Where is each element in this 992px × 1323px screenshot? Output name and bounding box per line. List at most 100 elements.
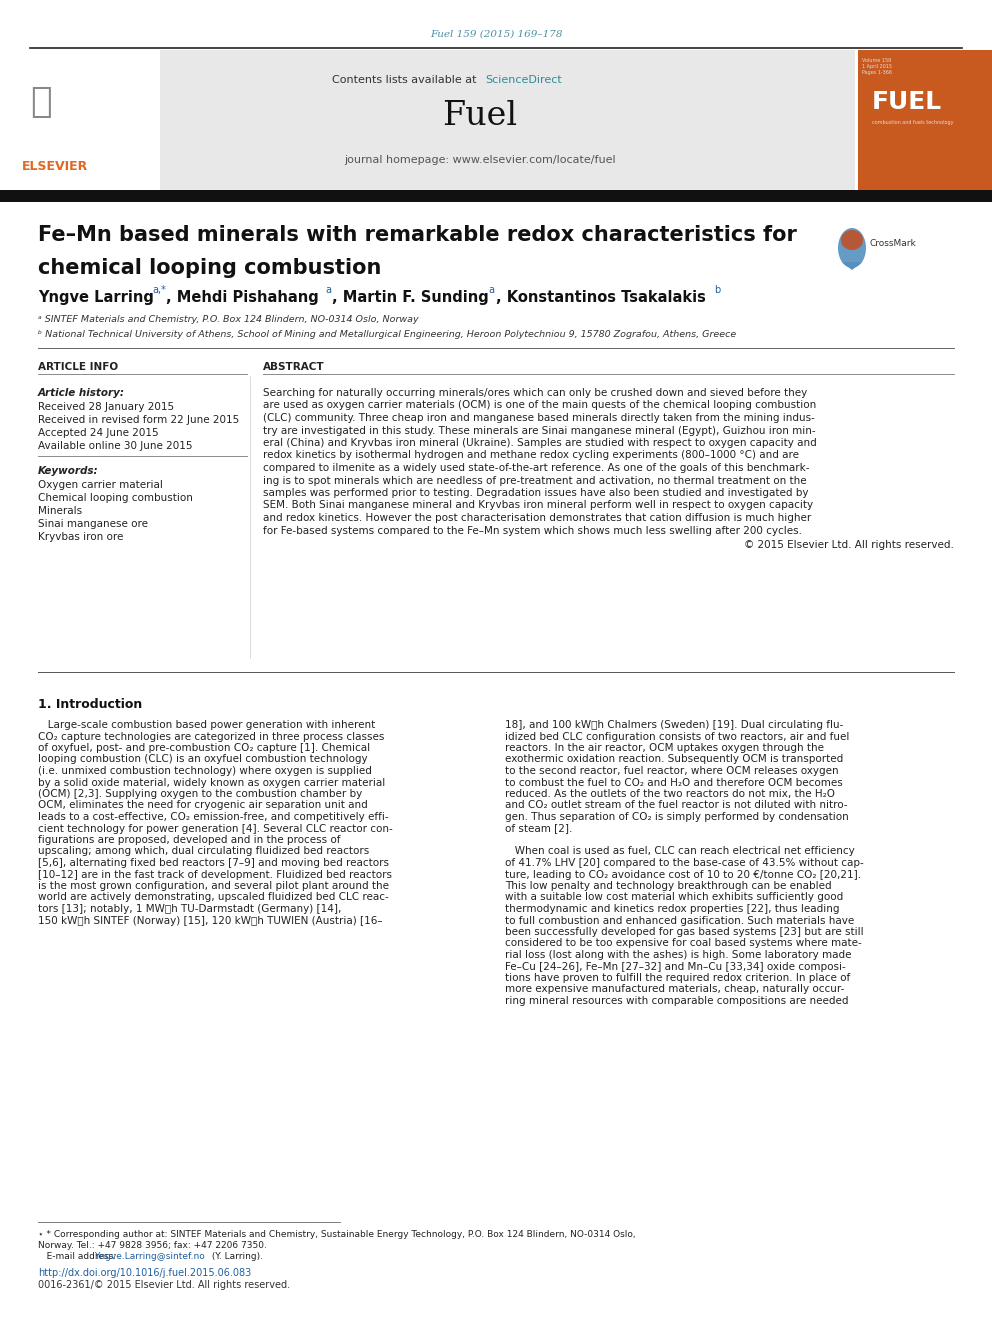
Text: figurations are proposed, developed and in the process of: figurations are proposed, developed and …: [38, 835, 340, 845]
Bar: [0, 191, 992, 202]
Text: been successfully developed for gas based systems [23] but are still: been successfully developed for gas base…: [505, 927, 864, 937]
Text: [10–12] are in the fast track of development. Fluidized bed reactors: [10–12] are in the fast track of develop…: [38, 869, 392, 880]
Text: for Fe-based systems compared to the Fe–Mn system which shows much less swelling: for Fe-based systems compared to the Fe–…: [263, 525, 802, 536]
Text: CrossMark: CrossMark: [870, 238, 917, 247]
Text: ring mineral resources with comparable compositions are needed: ring mineral resources with comparable c…: [505, 996, 848, 1005]
Text: and redox kinetics. However the post characterisation demonstrates that cation d: and redox kinetics. However the post cha…: [263, 513, 811, 523]
Text: ture, leading to CO₂ avoidance cost of 10 to 20 €/tonne CO₂ [20,21].: ture, leading to CO₂ avoidance cost of 1…: [505, 869, 861, 880]
Text: Keywords:: Keywords:: [38, 466, 98, 476]
Text: considered to be too expensive for coal based systems where mate-: considered to be too expensive for coal …: [505, 938, 862, 949]
Text: b: b: [714, 284, 720, 295]
Text: This low penalty and technology breakthrough can be enabled: This low penalty and technology breakthr…: [505, 881, 831, 890]
Text: Kryvbas iron ore: Kryvbas iron ore: [38, 532, 123, 542]
Text: to combust the fuel to CO₂ and H₂O and therefore OCM becomes: to combust the fuel to CO₂ and H₂O and t…: [505, 778, 843, 787]
Text: a: a: [488, 284, 494, 295]
Text: Large-scale combustion based power generation with inherent: Large-scale combustion based power gener…: [38, 720, 375, 730]
Text: © 2015 Elsevier Ltd. All rights reserved.: © 2015 Elsevier Ltd. All rights reserved…: [744, 540, 954, 550]
Text: to the second reactor, fuel reactor, where OCM releases oxygen: to the second reactor, fuel reactor, whe…: [505, 766, 838, 777]
Text: Volume 159
1 April 2015
Pages 1-366: Volume 159 1 April 2015 Pages 1-366: [862, 58, 892, 74]
Text: of 41.7% LHV [20] compared to the base-case of 43.5% without cap-: of 41.7% LHV [20] compared to the base-c…: [505, 859, 864, 868]
Text: chemical looping combustion: chemical looping combustion: [38, 258, 381, 278]
Text: tions have proven to fulfill the required redox criterion. In place of: tions have proven to fulfill the require…: [505, 972, 850, 983]
Text: ELSEVIER: ELSEVIER: [22, 160, 88, 173]
Text: leads to a cost-effective, CO₂ emission-free, and competitively effi-: leads to a cost-effective, CO₂ emission-…: [38, 812, 389, 822]
Text: Oxygen carrier material: Oxygen carrier material: [38, 480, 163, 490]
Text: When coal is used as fuel, CLC can reach electrical net efficiency: When coal is used as fuel, CLC can reach…: [505, 847, 855, 856]
Bar: [0, 50, 160, 191]
Bar: [155, 50, 855, 191]
Text: 150 kW₝h SINTEF (Norway) [15], 120 kW₝h TUWIEN (Austria) [16–: 150 kW₝h SINTEF (Norway) [15], 120 kW₝h …: [38, 916, 383, 926]
Text: a,*: a,*: [152, 284, 166, 295]
Text: Contents lists available at: Contents lists available at: [332, 75, 480, 85]
Text: eral (China) and Kryvbas iron mineral (Ukraine). Samples are studied with respec: eral (China) and Kryvbas iron mineral (U…: [263, 438, 816, 448]
Bar: [858, 50, 992, 191]
Text: Yngve.Larring@sintef.no: Yngve.Larring@sintef.no: [94, 1252, 204, 1261]
Text: tors [13]; notably, 1 MW₝h TU-Darmstadt (Germany) [14],: tors [13]; notably, 1 MW₝h TU-Darmstadt …: [38, 904, 341, 914]
Text: compared to ilmenite as a widely used state-of-the-art reference. As one of the : compared to ilmenite as a widely used st…: [263, 463, 809, 474]
Ellipse shape: [841, 230, 863, 250]
Text: E-mail address:: E-mail address:: [38, 1252, 119, 1261]
Text: , Konstantinos Tsakalakis: , Konstantinos Tsakalakis: [496, 290, 706, 306]
Text: ing is to spot minerals which are needless of pre-treatment and activation, no t: ing is to spot minerals which are needle…: [263, 475, 806, 486]
Text: with a suitable low cost material which exhibits sufficiently good: with a suitable low cost material which …: [505, 893, 843, 902]
Text: to full combustion and enhanced gasification. Such materials have: to full combustion and enhanced gasifica…: [505, 916, 854, 926]
Text: Sinai manganese ore: Sinai manganese ore: [38, 519, 148, 529]
Text: redox kinetics by isothermal hydrogen and methane redox cycling experiments (800: redox kinetics by isothermal hydrogen an…: [263, 451, 799, 460]
Text: journal homepage: www.elsevier.com/locate/fuel: journal homepage: www.elsevier.com/locat…: [344, 155, 616, 165]
Text: world are actively demonstrating, upscaled fluidized bed CLC reac-: world are actively demonstrating, upscal…: [38, 893, 389, 902]
Text: OCM, eliminates the need for cryogenic air separation unit and: OCM, eliminates the need for cryogenic a…: [38, 800, 368, 811]
Text: (OCM) [2,3]. Supplying oxygen to the combustion chamber by: (OCM) [2,3]. Supplying oxygen to the com…: [38, 789, 362, 799]
Text: of oxyfuel, post- and pre-combustion CO₂ capture [1]. Chemical: of oxyfuel, post- and pre-combustion CO₂…: [38, 744, 370, 753]
Text: looping combustion (CLC) is an oxyfuel combustion technology: looping combustion (CLC) is an oxyfuel c…: [38, 754, 368, 765]
Text: idized bed CLC configuration consists of two reactors, air and fuel: idized bed CLC configuration consists of…: [505, 732, 849, 741]
Text: Norway. Tel.: +47 9828 3956; fax: +47 2206 7350.: Norway. Tel.: +47 9828 3956; fax: +47 22…: [38, 1241, 267, 1250]
Text: Available online 30 June 2015: Available online 30 June 2015: [38, 441, 192, 451]
Text: (i.e. unmixed combustion technology) where oxygen is supplied: (i.e. unmixed combustion technology) whe…: [38, 766, 372, 777]
Text: is the most grown configuration, and several pilot plant around the: is the most grown configuration, and sev…: [38, 881, 389, 890]
Text: and CO₂ outlet stream of the fuel reactor is not diluted with nitro-: and CO₂ outlet stream of the fuel reacto…: [505, 800, 847, 811]
Text: upscaling; among which, dual circulating fluidized bed reactors: upscaling; among which, dual circulating…: [38, 847, 369, 856]
Text: Received 28 January 2015: Received 28 January 2015: [38, 402, 175, 411]
Text: Minerals: Minerals: [38, 505, 82, 516]
Polygon shape: [842, 262, 862, 270]
Text: try are investigated in this study. These minerals are Sinai manganese mineral (: try are investigated in this study. Thes…: [263, 426, 815, 435]
Text: Yngve Larring: Yngve Larring: [38, 290, 154, 306]
Text: are used as oxygen carrier materials (OCM) is one of the main quests of the chem: are used as oxygen carrier materials (OC…: [263, 401, 816, 410]
Ellipse shape: [838, 228, 866, 269]
Text: reduced. As the outlets of the two reactors do not mix, the H₂O: reduced. As the outlets of the two react…: [505, 789, 835, 799]
Text: Searching for naturally occurring minerals/ores which can only be crushed down a: Searching for naturally occurring minera…: [263, 388, 807, 398]
Text: by a solid oxide material, widely known as oxygen carrier material: by a solid oxide material, widely known …: [38, 778, 385, 787]
Text: ARTICLE INFO: ARTICLE INFO: [38, 363, 118, 372]
Text: [5,6], alternating fixed bed reactors [7–9] and moving bed reactors: [5,6], alternating fixed bed reactors [7…: [38, 859, 389, 868]
Text: CO₂ capture technologies are categorized in three process classes: CO₂ capture technologies are categorized…: [38, 732, 384, 741]
Text: of steam [2].: of steam [2].: [505, 823, 572, 833]
Text: thermodynamic and kinetics redox properties [22], thus leading: thermodynamic and kinetics redox propert…: [505, 904, 839, 914]
Text: Fuel 159 (2015) 169–178: Fuel 159 (2015) 169–178: [430, 30, 562, 38]
Text: FUEL: FUEL: [872, 90, 942, 114]
Text: ᵃ SINTEF Materials and Chemistry, P.O. Box 124 Blindern, NO-0314 Oslo, Norway: ᵃ SINTEF Materials and Chemistry, P.O. B…: [38, 315, 419, 324]
Text: rial loss (lost along with the ashes) is high. Some laboratory made: rial loss (lost along with the ashes) is…: [505, 950, 851, 960]
Text: (CLC) community. Three cheap iron and manganese based minerals directly taken fr: (CLC) community. Three cheap iron and ma…: [263, 413, 814, 423]
Text: ScienceDirect: ScienceDirect: [485, 75, 561, 85]
Text: Article history:: Article history:: [38, 388, 125, 398]
Text: exothermic oxidation reaction. Subsequently OCM is transported: exothermic oxidation reaction. Subsequen…: [505, 754, 843, 765]
Text: combustion and fuels technology: combustion and fuels technology: [872, 120, 953, 124]
Text: (Y. Larring).: (Y. Larring).: [209, 1252, 263, 1261]
Text: Received in revised form 22 June 2015: Received in revised form 22 June 2015: [38, 415, 239, 425]
Text: SEM. Both Sinai manganese mineral and Kryvbas iron mineral perform well in respe: SEM. Both Sinai manganese mineral and Kr…: [263, 500, 813, 511]
Text: ᵇ National Technical University of Athens, School of Mining and Metallurgical En: ᵇ National Technical University of Athen…: [38, 329, 736, 339]
Text: Accepted 24 June 2015: Accepted 24 June 2015: [38, 429, 159, 438]
Text: a: a: [325, 284, 331, 295]
Text: Fe–Cu [24–26], Fe–Mn [27–32] and Mn–Cu [33,34] oxide composi-: Fe–Cu [24–26], Fe–Mn [27–32] and Mn–Cu […: [505, 962, 846, 971]
Text: Chemical looping combustion: Chemical looping combustion: [38, 493, 192, 503]
Text: cient technology for power generation [4]. Several CLC reactor con-: cient technology for power generation [4…: [38, 823, 393, 833]
Text: Fuel: Fuel: [442, 101, 518, 132]
Text: ABSTRACT: ABSTRACT: [263, 363, 324, 372]
Text: 1. Introduction: 1. Introduction: [38, 699, 142, 710]
Text: reactors. In the air reactor, OCM uptakes oxygen through the: reactors. In the air reactor, OCM uptake…: [505, 744, 824, 753]
Text: , Mehdi Pishahang: , Mehdi Pishahang: [166, 290, 318, 306]
Text: Fe–Mn based minerals with remarkable redox characteristics for: Fe–Mn based minerals with remarkable red…: [38, 225, 797, 245]
Text: 0016-2361/© 2015 Elsevier Ltd. All rights reserved.: 0016-2361/© 2015 Elsevier Ltd. All right…: [38, 1279, 290, 1290]
Text: ⋆ * Corresponding author at: SINTEF Materials and Chemistry, Sustainable Energy : ⋆ * Corresponding author at: SINTEF Mate…: [38, 1230, 636, 1240]
Text: http://dx.doi.org/10.1016/j.fuel.2015.06.083: http://dx.doi.org/10.1016/j.fuel.2015.06…: [38, 1267, 251, 1278]
